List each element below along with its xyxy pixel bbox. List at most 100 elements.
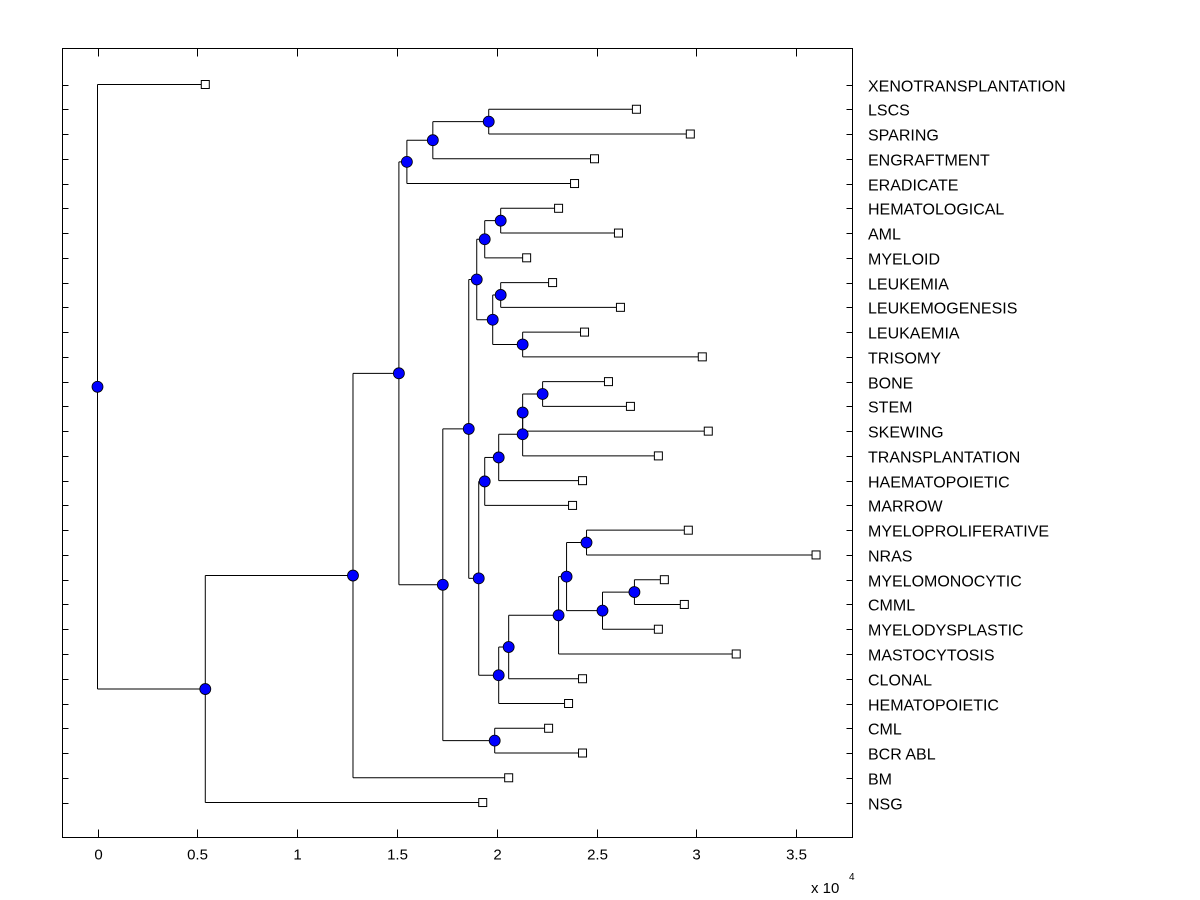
leaf-label: MYELODYSPLASTIC xyxy=(868,623,1024,640)
leaf-label: LEUKAEMIA xyxy=(868,326,960,343)
leaf-marker xyxy=(504,773,514,783)
internal-node-marker xyxy=(492,669,505,682)
x-tick-label: 0 xyxy=(94,847,102,864)
leaf-marker xyxy=(679,599,689,609)
internal-node-marker xyxy=(560,570,573,583)
internal-node-marker xyxy=(478,233,491,246)
leaf-label: CML xyxy=(868,722,902,739)
internal-node-marker xyxy=(488,734,501,747)
leaf-marker xyxy=(578,748,588,758)
leaf-marker xyxy=(544,723,554,733)
x-tick-label: 3 xyxy=(692,847,700,864)
leaf-label: LEUKEMOGENESIS xyxy=(868,301,1017,318)
leaf-label: MASTOCYTOSIS xyxy=(868,648,995,665)
leaf-label: HEMATOPOIETIC xyxy=(868,698,999,715)
leaf-marker xyxy=(578,476,588,486)
internal-node-marker xyxy=(392,367,405,380)
leaf-label: HEMATOLOGICAL xyxy=(868,202,1004,219)
leaf-marker xyxy=(570,179,580,189)
leaf-label: MYELOMONOCYTIC xyxy=(868,574,1022,591)
leaf-marker xyxy=(631,104,641,114)
leaf-marker xyxy=(548,278,558,288)
internal-node-marker xyxy=(436,578,449,591)
x-tick-label: 2 xyxy=(493,847,501,864)
internal-node-marker xyxy=(91,380,104,393)
leaf-label: BM xyxy=(868,772,892,789)
leaf-label: CLONAL xyxy=(868,673,932,690)
leaf-label: SPARING xyxy=(868,128,939,145)
x-exponent-label: x 10 xyxy=(811,880,839,897)
internal-node-marker xyxy=(502,641,515,653)
leaf-marker xyxy=(625,401,635,411)
internal-node-marker xyxy=(462,423,475,435)
internal-node-marker xyxy=(580,536,593,549)
leaf-marker xyxy=(578,674,588,684)
internal-node-marker xyxy=(347,569,359,582)
leaf-label: MARROW xyxy=(868,499,944,516)
internal-node-marker xyxy=(492,451,505,464)
internal-node-marker xyxy=(494,289,507,301)
leaf-marker xyxy=(697,352,707,362)
leaf-marker xyxy=(200,80,210,89)
leaf-label: BCR ABL xyxy=(868,747,936,764)
leaf-label: ENGRAFTMENT xyxy=(868,153,990,170)
leaf-marker xyxy=(653,451,663,461)
leaf-label: HAEMATOPOIETIC xyxy=(868,475,1010,492)
leaf-marker xyxy=(613,228,623,238)
x-exponent: 4 xyxy=(849,872,855,883)
internal-node-marker xyxy=(199,683,212,695)
x-tick-label: 1 xyxy=(293,847,301,864)
x-tick-label: 0.5 xyxy=(187,847,208,864)
leaf-label: MYELOPROLIFERATIVE xyxy=(868,524,1049,541)
x-tick-label: 2.5 xyxy=(587,847,608,864)
leaf-marker xyxy=(478,798,488,808)
internal-node-marker xyxy=(536,388,549,400)
internal-node-marker xyxy=(400,155,413,168)
leaf-label: AML xyxy=(868,227,901,244)
leaf-marker xyxy=(522,253,532,263)
leaf-label: TRISOMY xyxy=(868,351,941,368)
internal-node-marker xyxy=(482,115,495,128)
leaf-marker xyxy=(580,327,590,337)
leaf-marker xyxy=(564,699,574,708)
leaf-label: BONE xyxy=(868,376,913,393)
plot-area xyxy=(62,48,853,838)
leaf-marker xyxy=(603,377,613,387)
internal-node-marker xyxy=(516,338,529,351)
internal-node-marker xyxy=(472,572,485,585)
leaf-marker xyxy=(653,624,663,634)
leaf-marker xyxy=(659,575,669,585)
internal-node-marker xyxy=(470,273,483,286)
leaf-marker xyxy=(703,426,713,436)
leaf-marker xyxy=(568,500,578,510)
leaf-label: NSG xyxy=(868,797,903,814)
internal-node-marker xyxy=(596,604,609,617)
leaf-marker xyxy=(615,302,625,312)
leaf-label: NRAS xyxy=(868,549,912,566)
leaf-label: LEUKEMIA xyxy=(868,277,949,294)
leaf-label: STEM xyxy=(868,400,912,417)
internal-node-marker xyxy=(494,214,507,227)
internal-node-marker xyxy=(516,406,529,419)
leaf-marker xyxy=(554,203,564,213)
internal-node-marker xyxy=(478,475,491,488)
leaf-label: MYELOID xyxy=(868,252,940,269)
leaf-label: TRANSPLANTATION xyxy=(868,450,1020,467)
leaf-label: XENOTRANSPLANTATION xyxy=(868,79,1066,96)
leaf-marker xyxy=(590,154,600,164)
internal-node-marker xyxy=(516,428,529,441)
x-tick-label: 3.5 xyxy=(786,847,807,864)
internal-node-marker xyxy=(552,609,565,622)
leaf-label: CMML xyxy=(868,598,915,615)
leaf-label: LSCS xyxy=(868,103,910,120)
leaf-label: ERADICATE xyxy=(868,178,958,195)
internal-node-marker xyxy=(426,134,439,147)
leaf-marker xyxy=(811,550,821,560)
leaf-marker xyxy=(731,649,741,659)
internal-node-marker xyxy=(628,586,641,598)
leaf-marker xyxy=(683,525,693,535)
internal-node-marker xyxy=(486,313,499,326)
x-tick-label: 1.5 xyxy=(387,847,408,864)
leaf-label: SKEWING xyxy=(868,425,944,442)
